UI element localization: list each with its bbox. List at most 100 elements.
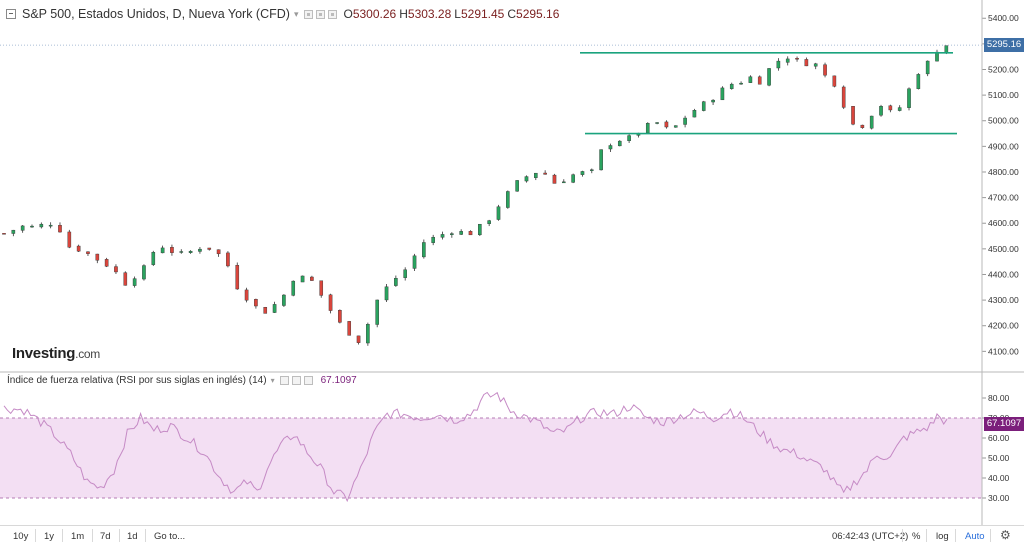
price-tick-label: 4600.00 — [988, 218, 1019, 228]
candle-body — [412, 255, 417, 269]
candle-body — [683, 117, 687, 125]
candle-body — [580, 171, 585, 175]
range-1d-button[interactable]: 1d — [127, 531, 138, 542]
candle-body — [142, 265, 146, 280]
candle-body — [2, 233, 6, 235]
price-tick-label: 4700.00 — [988, 193, 1019, 203]
candle-body — [263, 307, 268, 314]
candle-body — [170, 247, 174, 253]
price-tick-label: 5400.00 — [988, 13, 1019, 23]
candle-body — [627, 135, 631, 142]
rsi-last-tag: 67.1097 — [984, 416, 1024, 431]
candle-body — [552, 174, 557, 184]
candle-body — [226, 252, 230, 267]
candle-body — [431, 236, 435, 243]
log-toggle[interactable]: log — [936, 531, 949, 542]
price-tick-label: 4200.00 — [988, 321, 1019, 331]
candle-body — [132, 278, 137, 286]
range-10y-button[interactable]: 10y — [13, 531, 29, 542]
candle-body — [86, 251, 90, 254]
candle-body — [95, 253, 100, 261]
candle-body — [114, 266, 118, 273]
eye-icon[interactable] — [279, 376, 289, 385]
candle-body — [496, 206, 501, 220]
collapse-icon[interactable] — [6, 9, 16, 19]
range-7d-button[interactable]: 7d — [100, 531, 111, 542]
range-1y-button[interactable]: 1y — [44, 531, 55, 542]
eye-icon[interactable] — [304, 9, 314, 19]
gear-icon[interactable]: ⚙ — [1000, 528, 1011, 542]
candle-body — [543, 172, 547, 175]
candle-body — [48, 224, 53, 227]
candle-body — [235, 265, 240, 290]
candle-body — [440, 234, 445, 238]
price-tick-label: 4400.00 — [988, 269, 1019, 279]
candle-body — [823, 64, 827, 76]
candle-body — [795, 58, 799, 60]
candle-body — [478, 223, 482, 236]
candle-body — [599, 149, 603, 171]
candle-body — [338, 310, 342, 323]
settings-icon[interactable] — [316, 9, 326, 19]
candle-body — [11, 229, 16, 234]
candle-body — [291, 280, 296, 296]
chevron-down-icon[interactable]: ▾ — [293, 8, 299, 19]
candle-body — [39, 223, 44, 228]
candle-body — [711, 99, 715, 103]
range-1m-button[interactable]: 1m — [71, 531, 85, 542]
candle-body — [720, 87, 725, 101]
ohlc-low: L5291.45 — [454, 7, 505, 21]
settings-icon[interactable] — [291, 376, 301, 385]
chevron-down-icon[interactable]: ▾ — [270, 376, 275, 385]
chart-header: S&P 500, Estados Unidos, D, Nueva York (… — [0, 0, 559, 28]
candle-body — [860, 124, 865, 128]
candle-body — [813, 63, 818, 67]
symbol-title[interactable]: S&P 500, Estados Unidos, D, Nueva York (… — [22, 7, 290, 21]
candle-body — [515, 180, 519, 192]
candle-body — [888, 105, 893, 111]
price-tick-label: 4800.00 — [988, 167, 1019, 177]
candle-body — [328, 294, 333, 311]
close-icon[interactable] — [328, 9, 338, 19]
candle-body — [375, 299, 380, 325]
price-tick-label: 5200.00 — [988, 64, 1019, 74]
candle-body — [319, 280, 324, 296]
candle-body — [645, 123, 650, 134]
clock-readout[interactable]: 06:42:43 (UTC+2) — [832, 531, 909, 542]
goto-button[interactable]: Go to... — [154, 531, 186, 542]
candle-body — [30, 225, 34, 228]
candle-body — [198, 248, 202, 252]
candle-body — [776, 60, 781, 69]
candlestick-series — [2, 45, 949, 346]
candle-body — [104, 259, 109, 267]
rsi-tick-label: 30.00 — [988, 493, 1010, 503]
candle-body — [748, 76, 753, 83]
rsi-title[interactable]: Índice de fuerza relativa (RSI por sus s… — [7, 375, 267, 386]
candle-body — [571, 174, 575, 183]
candle-body — [562, 181, 566, 184]
candle-body — [487, 220, 491, 224]
rsi-tick-label: 50.00 — [988, 453, 1010, 463]
candle-body — [450, 233, 454, 235]
price-tick-label: 5100.00 — [988, 90, 1019, 100]
candle-body — [851, 106, 855, 125]
candle-body — [916, 74, 921, 89]
candle-body — [76, 245, 81, 252]
candle-body — [589, 169, 594, 171]
rsi-band — [0, 418, 982, 498]
candle-body — [701, 101, 706, 111]
candle-body — [841, 86, 846, 108]
candle-body — [272, 304, 277, 313]
candle-body — [188, 250, 193, 253]
candle-body — [767, 68, 771, 86]
candle-body — [897, 107, 902, 111]
trendlines — [0, 44, 982, 135]
candle-body — [356, 335, 361, 343]
candle-body — [20, 225, 25, 231]
auto-toggle[interactable]: Auto — [965, 531, 985, 542]
rsi-line — [3, 391, 948, 503]
candle-body — [160, 247, 165, 254]
percent-toggle[interactable]: % — [912, 531, 921, 542]
close-icon[interactable] — [303, 376, 313, 385]
